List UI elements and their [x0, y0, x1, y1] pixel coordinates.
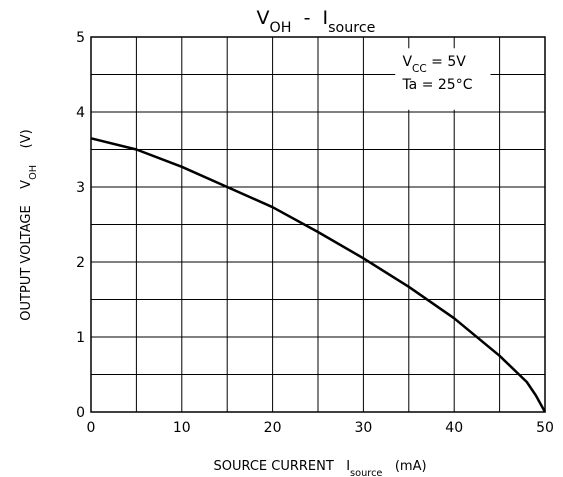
annotation: Ta = 25°C: [401, 77, 472, 93]
subscript: CC: [412, 63, 427, 75]
x-axis-label: SOURCE CURRENT Isource (mA): [213, 459, 426, 477]
text-part: -: [291, 7, 322, 29]
subscript: OH: [270, 20, 292, 36]
text-part: I: [323, 7, 329, 29]
x-tick-label: 0: [87, 420, 96, 436]
annotation-box: [395, 48, 491, 110]
data-line: [90, 137, 547, 413]
y-tick-label: 3: [76, 180, 85, 196]
x-tick-label: 50: [536, 420, 554, 436]
subscript: source: [328, 20, 376, 36]
y-tick-label: 4: [76, 105, 85, 121]
text-part: (mA): [382, 459, 426, 474]
y-tick-label: 1: [76, 330, 85, 346]
x-tick-label: 20: [264, 420, 282, 436]
y-tick-label: 0: [76, 405, 85, 421]
text-part: SOURCE CURRENT: [213, 459, 346, 474]
subscript: OH: [28, 165, 39, 180]
text-part: = 5V: [427, 54, 467, 70]
plot-frame: [90, 36, 546, 413]
chart-title: VOH - Isource: [257, 7, 376, 36]
x-tick-label: 10: [173, 420, 191, 436]
subscript: source: [350, 468, 382, 477]
y-tick-label: 2: [76, 255, 85, 271]
x-tick-label: 30: [354, 420, 372, 436]
annotation: VCC = 5V: [402, 54, 466, 75]
y-tick-label: 5: [76, 30, 85, 46]
y-axis-label: OUTPUT VOLTAGE VOH (V): [19, 129, 39, 320]
x-tick-label: 40: [445, 420, 463, 436]
text-part: OUTPUT VOLTAGE: [19, 189, 34, 321]
text-part: I: [346, 459, 350, 474]
text-part: (V): [19, 129, 34, 165]
text-part: V: [257, 7, 270, 29]
text-part: V: [402, 54, 412, 70]
text-part: V: [19, 180, 34, 189]
text-part: Ta = 25°C: [401, 77, 472, 93]
